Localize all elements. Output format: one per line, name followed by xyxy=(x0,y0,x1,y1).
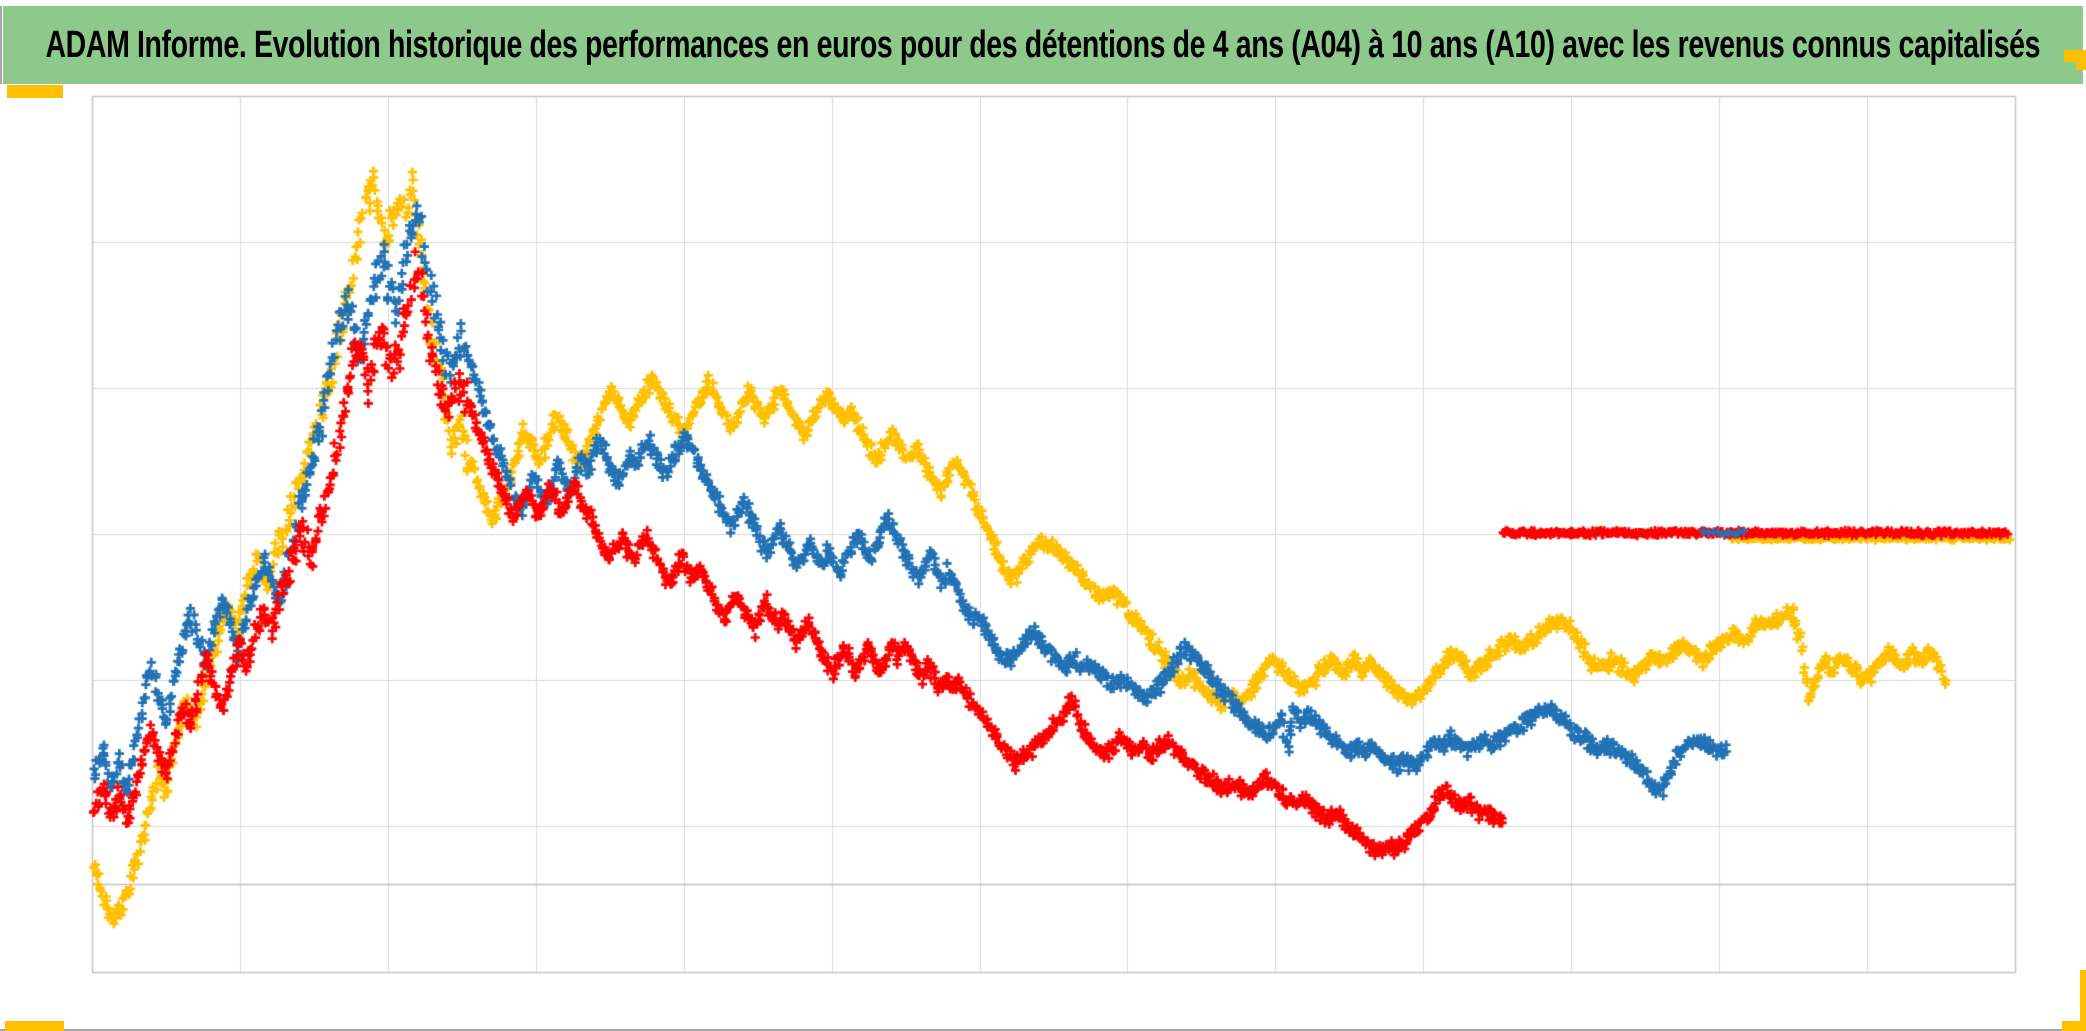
chart-canvas xyxy=(0,0,2086,1031)
